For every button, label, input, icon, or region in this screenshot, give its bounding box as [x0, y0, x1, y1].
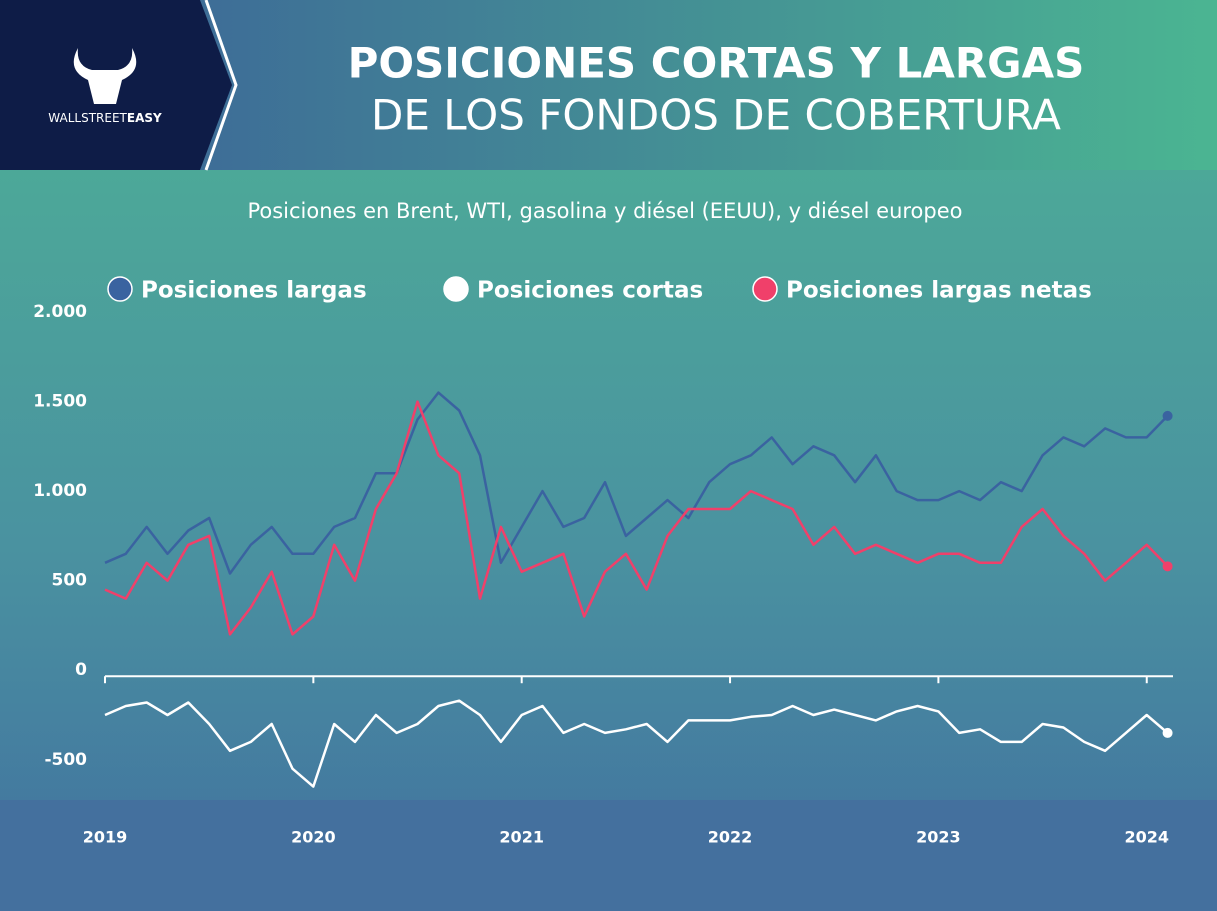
logo-icon	[73, 48, 137, 104]
legend-swatch	[752, 276, 778, 302]
chart-title-line2: DE LOS FONDOS DE COBERTURA	[371, 91, 1061, 140]
end-marker	[1162, 410, 1173, 421]
series-line	[104, 391, 1169, 575]
chart-subtitle: Posiciones en Brent, WTI, gasolina y dié…	[247, 199, 962, 223]
footer-band	[0, 800, 1217, 911]
y-tick-label: -500	[44, 750, 87, 770]
logo-text: WALLSTREETEASY	[48, 111, 162, 125]
series-line	[104, 699, 1169, 788]
legend-swatch	[443, 276, 469, 302]
y-tick-label: 0	[75, 660, 87, 680]
chart-title: POSICIONES CORTAS Y LARGAS	[348, 39, 1085, 88]
logo-text-b: EASY	[127, 111, 162, 125]
logo-text-a: WALLSTREET	[48, 111, 127, 125]
legend-label: Posiciones largas netas	[786, 278, 1092, 304]
end-marker	[1162, 561, 1173, 572]
y-tick-label: 1.500	[33, 392, 87, 412]
legend-label: Posiciones largas	[141, 278, 367, 304]
y-tick-label: 500	[52, 571, 88, 591]
legend: Posiciones largas Posiciones cortas Posici…	[107, 276, 1092, 304]
y-tick-label: 2.000	[33, 302, 87, 322]
x-tick-label: 2020	[291, 828, 336, 847]
x-tick-label: 2019	[83, 828, 128, 847]
plot: 2.000 1.500 1.000 500 0 -500 2019 2020 2021 2022 2…	[33, 302, 1173, 847]
x-tick-label: 2021	[499, 828, 544, 847]
x-tick-label: 2023	[916, 828, 961, 847]
end-marker	[1162, 727, 1173, 738]
x-tick-label: 2022	[708, 828, 753, 847]
y-tick-label: 1.000	[33, 481, 87, 501]
legend-swatch	[107, 276, 133, 302]
x-tick-label: 2024	[1124, 828, 1169, 847]
legend-label: Posiciones cortas	[477, 278, 703, 304]
series-line	[104, 400, 1169, 636]
logo-edge	[204, 0, 238, 171]
